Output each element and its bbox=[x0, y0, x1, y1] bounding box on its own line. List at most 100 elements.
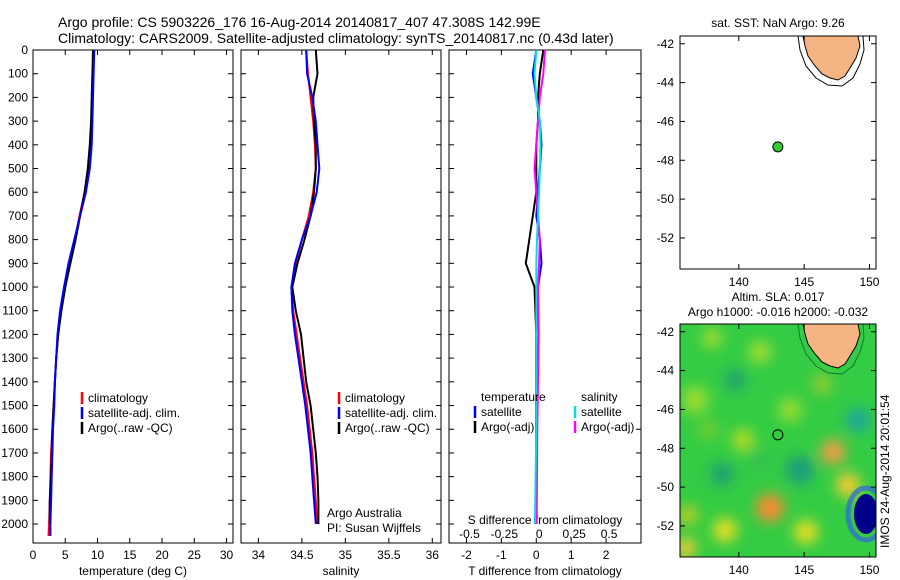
legend-label: satellite bbox=[481, 405, 522, 419]
footer-stamp: IMOS 24-Aug-2014 20:01:54 bbox=[878, 394, 892, 548]
annotation-line: Argo Australia bbox=[327, 506, 402, 520]
legend-title: temperature bbox=[481, 390, 546, 404]
x-tick-label: 140 bbox=[729, 275, 749, 289]
x-tick-label: 0 bbox=[30, 548, 37, 562]
y-tick-label: 1100 bbox=[2, 304, 28, 318]
temperature-panel: 0 5 10 15 20 25 300100200300400500600700800900… bbox=[1, 43, 233, 578]
annotation-line: PI: Susan Wijffels bbox=[327, 521, 421, 535]
argo-position-marker bbox=[772, 141, 784, 153]
sla-blob bbox=[711, 463, 733, 485]
sla-low-core bbox=[854, 494, 876, 534]
coast-group bbox=[797, 36, 865, 87]
x-tick-label: 1 bbox=[568, 548, 575, 562]
x-tick-label: 145 bbox=[794, 275, 814, 289]
satellite-line bbox=[290, 49, 321, 525]
y-tick-label: -48 bbox=[657, 153, 675, 167]
x-tick-label: -2 bbox=[461, 548, 472, 562]
plot-frame bbox=[32, 49, 234, 544]
sla-blob-group bbox=[680, 328, 870, 557]
legend-label: climatology bbox=[88, 391, 148, 405]
isobath-contour bbox=[797, 36, 865, 87]
x-axis-label: temperature (deg C) bbox=[79, 564, 187, 578]
sla-blob bbox=[751, 451, 769, 469]
x-tick-label: 15 bbox=[123, 548, 137, 562]
plot-frame bbox=[240, 49, 442, 544]
tasmania-land bbox=[802, 324, 861, 369]
legend-title: salinity bbox=[581, 390, 618, 404]
y-tick-label: -46 bbox=[657, 402, 675, 416]
x-tick-label: 145 bbox=[794, 563, 814, 577]
y-tick-label: -48 bbox=[657, 441, 675, 455]
legend-label: Argo(..raw -QC) bbox=[345, 421, 430, 435]
y-tick-label: -50 bbox=[657, 192, 675, 206]
y-tick-label: 100 bbox=[8, 67, 28, 81]
map-subtitle: Argo h1000: -0.016 h2000: -0.032 bbox=[688, 305, 868, 319]
y-tick-label: -52 bbox=[657, 231, 675, 245]
sla-blob bbox=[725, 370, 745, 390]
x-tick-label: 25 bbox=[188, 548, 202, 562]
sla-blob bbox=[812, 374, 832, 394]
sla-blob bbox=[794, 520, 818, 544]
y-tick-label: -50 bbox=[657, 480, 675, 494]
top-axis-label: S difference from climatology bbox=[468, 513, 623, 527]
y-tick-label: 1900 bbox=[1, 493, 28, 507]
sla-blob bbox=[680, 538, 696, 557]
satellite-line bbox=[49, 49, 96, 536]
y-tick-label: -42 bbox=[657, 325, 675, 339]
y-tick-label: 1800 bbox=[1, 470, 28, 484]
y-tick-label: 2000 bbox=[1, 517, 28, 531]
legend-label: satellite-adj. clim. bbox=[88, 406, 180, 420]
sla-map-panel: 140 145 150 -42 -44 -46 -48 -50 -52 Altim. SLA: 0… bbox=[657, 290, 880, 577]
map-title: sat. SST: NaN Argo: 9.26 bbox=[711, 16, 845, 30]
y-tick-label: 900 bbox=[8, 256, 28, 270]
x-tick-label: 0 bbox=[533, 548, 540, 562]
legend-label: satellite bbox=[581, 405, 622, 419]
sla-blob bbox=[786, 456, 814, 484]
sla-blob bbox=[681, 386, 709, 414]
top-tick-label: 0.5 bbox=[601, 527, 618, 541]
x-tick-label: 34.5 bbox=[290, 548, 314, 562]
top-tick-label: -0.5 bbox=[459, 527, 480, 541]
x-tick-label: 140 bbox=[729, 563, 749, 577]
x-tick-label: 150 bbox=[859, 563, 879, 577]
y-tick-label: -42 bbox=[657, 37, 675, 51]
sla-blob bbox=[778, 398, 802, 422]
y-tick-label: 1200 bbox=[1, 327, 28, 341]
sla-blob bbox=[698, 420, 718, 440]
y-tick-label: -52 bbox=[657, 519, 675, 533]
header-line-2: Climatology: CARS2009. Satellite-adjuste… bbox=[58, 30, 614, 46]
sla-blob bbox=[680, 506, 697, 524]
legend-label: climatology bbox=[345, 391, 405, 405]
coast-group bbox=[797, 324, 865, 375]
y-tick-label: 600 bbox=[8, 185, 28, 199]
top-tick-label: -0.25 bbox=[491, 527, 519, 541]
x-axis-label: T difference from climatology bbox=[468, 564, 622, 578]
salinity-panel: 34 34.5 35 35.5 36 salinity climatologysatelli… bbox=[240, 49, 442, 578]
sla-blob bbox=[702, 328, 722, 348]
sla-blob bbox=[821, 440, 845, 464]
tasmania-land bbox=[802, 36, 861, 81]
x-tick-label: 20 bbox=[155, 548, 169, 562]
legend-label: Argo(-adj) bbox=[581, 420, 634, 434]
y-tick-label: 500 bbox=[8, 162, 28, 176]
satellite-sal-diff-line bbox=[533, 49, 542, 525]
sla-blob bbox=[749, 341, 771, 363]
map-frame bbox=[679, 35, 877, 270]
sla-low-ring bbox=[845, 485, 876, 543]
difference-panel: -2 -1 0 1 2 T difference from climatology -0.5… bbox=[448, 49, 642, 578]
map-frame bbox=[679, 323, 877, 558]
y-tick-label: 1300 bbox=[1, 351, 28, 365]
x-tick-label: 10 bbox=[91, 548, 105, 562]
y-tick-label: -44 bbox=[657, 76, 675, 90]
y-tick-label: -46 bbox=[657, 114, 675, 128]
x-axis-label: salinity bbox=[323, 564, 360, 578]
y-tick-label: 1400 bbox=[1, 375, 28, 389]
x-tick-label: 150 bbox=[859, 275, 879, 289]
legend-label: Argo(-adj) bbox=[481, 420, 534, 434]
x-tick-label: -1 bbox=[496, 548, 507, 562]
y-tick-label: 200 bbox=[8, 90, 28, 104]
y-tick-label: 1500 bbox=[1, 399, 28, 413]
y-tick-label: 1700 bbox=[1, 446, 28, 460]
x-tick-label: 34 bbox=[252, 548, 266, 562]
